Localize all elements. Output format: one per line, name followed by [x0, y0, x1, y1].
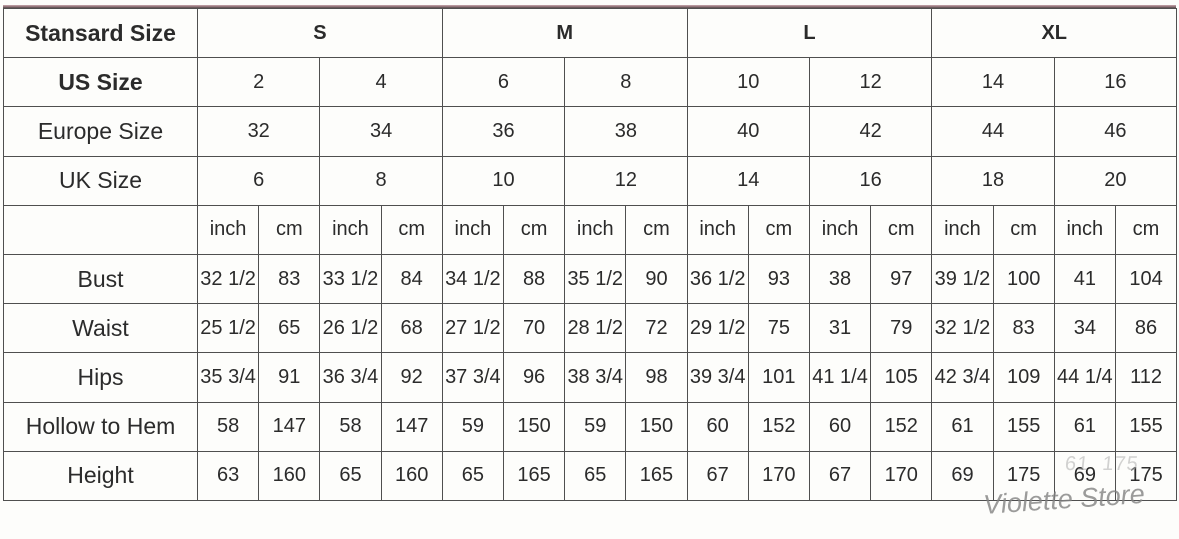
svg-text:Violette Store: Violette Store: [982, 479, 1145, 520]
